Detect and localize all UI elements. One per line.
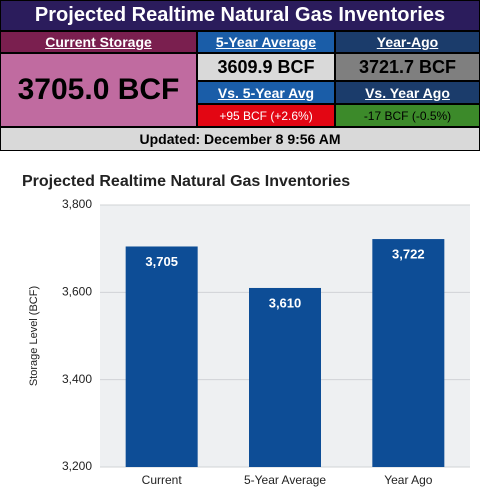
y-tick-label: 3,600 <box>62 285 92 299</box>
five-year-label: 5-Year Average <box>197 31 335 53</box>
value-label: 3,722 <box>392 246 425 261</box>
current-storage-value: 3705.0 BCF <box>0 53 197 127</box>
current-storage-label: Current Storage <box>0 31 197 53</box>
widget-title: Projected Realtime Natural Gas Inventori… <box>0 0 480 31</box>
value-label: 3,610 <box>269 295 302 310</box>
x-tick-label: Current <box>142 473 183 487</box>
chart-title: Projected Realtime Natural Gas Inventori… <box>22 173 350 190</box>
x-tick-label: Year Ago <box>384 473 433 487</box>
bar <box>249 287 321 467</box>
value-label: 3,705 <box>145 254 178 269</box>
vs-five-year-value: +95 BCF (+2.6%) <box>197 104 335 127</box>
vs-year-ago-value: -17 BCF (-0.5%) <box>335 104 480 127</box>
bar <box>372 239 445 467</box>
vs-year-ago-label: Vs. Year Ago <box>335 81 480 104</box>
inventory-widget: Projected Realtime Natural Gas Inventori… <box>0 0 480 151</box>
bar <box>125 246 198 467</box>
y-axis-label: Storage Level (BCF) <box>28 286 40 386</box>
chart: Projected Realtime Natural Gas Inventori… <box>22 173 470 487</box>
updated-time: Updated: December 8 9:56 AM <box>0 127 480 151</box>
year-ago-label: Year-Ago <box>335 31 480 53</box>
x-tick-label: 5-Year Average <box>244 473 326 487</box>
five-year-value: 3609.9 BCF <box>197 53 335 81</box>
y-tick-label: 3,200 <box>62 459 92 473</box>
year-ago-value: 3721.7 BCF <box>335 53 480 81</box>
y-tick-label: 3,800 <box>62 197 92 211</box>
vs-five-year-label: Vs. 5-Year Avg <box>197 81 335 104</box>
y-tick-label: 3,400 <box>62 372 92 386</box>
